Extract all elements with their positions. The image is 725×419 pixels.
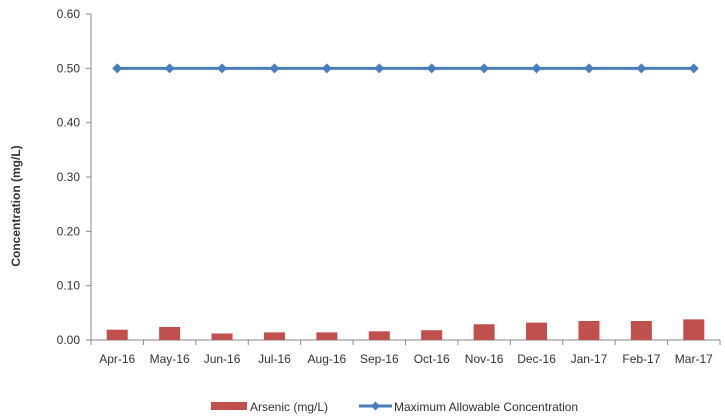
x-tick-label: Mar-17 xyxy=(675,352,713,366)
bar-arsenic xyxy=(421,330,443,340)
bar-arsenic xyxy=(683,319,705,340)
x-axis: Apr-16 May-16 Jun-16 Jul-16 Aug-16 Sep-16 Oct-… xyxy=(90,339,721,366)
bar-arsenic xyxy=(263,332,285,340)
bar-arsenic xyxy=(211,333,233,340)
line-point-mac xyxy=(269,63,280,74)
bar-arsenic xyxy=(159,326,181,340)
bar-arsenic xyxy=(630,320,652,340)
x-tick-label: Apr-16 xyxy=(99,352,135,366)
line-series xyxy=(112,63,699,74)
bar-arsenic xyxy=(106,329,128,340)
x-tick-label: Dec-16 xyxy=(517,352,556,366)
bar-arsenic xyxy=(578,320,600,340)
y-tick-label: 0.40 xyxy=(57,116,81,130)
legend-label-arsenic: Arsenic (mg/L) xyxy=(250,400,328,414)
bar-arsenic xyxy=(473,324,495,340)
line-point-mac xyxy=(688,63,699,74)
bar-series xyxy=(106,319,705,340)
y-tick-label: 0.00 xyxy=(57,333,81,347)
line-point-mac xyxy=(531,63,542,74)
line-point-mac xyxy=(164,63,175,74)
y-axis: 0.00 0.10 0.20 0.30 0.40 0.50 0.60 xyxy=(57,7,92,347)
x-tick-label: Jun-16 xyxy=(204,352,241,366)
line-point-mac xyxy=(479,63,490,74)
line-point-mac xyxy=(374,63,385,74)
line-point-mac xyxy=(636,63,647,74)
line-point-mac xyxy=(583,63,594,74)
y-tick-label: 0.30 xyxy=(57,170,81,184)
legend-label-mac: Maximum Allowable Concentration xyxy=(394,400,578,414)
y-tick-label: 0.60 xyxy=(57,7,81,21)
line-point-mac xyxy=(426,63,437,74)
x-tick-label: Sep-16 xyxy=(360,352,399,366)
x-tick-label: Jan-17 xyxy=(571,352,608,366)
legend-swatch-arsenic xyxy=(211,402,247,410)
bar-arsenic xyxy=(368,331,390,340)
legend-marker-mac xyxy=(371,401,380,411)
x-tick-label: Feb-17 xyxy=(622,352,660,366)
x-tick-label: May-16 xyxy=(150,352,190,366)
legend: Arsenic (mg/L) Maximum Allowable Concent… xyxy=(211,400,578,414)
line-point-mac xyxy=(217,63,228,74)
y-axis-label: Concentration (mg/L) xyxy=(9,145,23,266)
y-tick-label: 0.10 xyxy=(57,279,81,293)
x-tick-label: Aug-16 xyxy=(308,352,347,366)
y-tick-label: 0.20 xyxy=(57,224,81,238)
line-point-mac xyxy=(112,63,123,74)
bar-arsenic xyxy=(526,322,548,340)
x-tick-label: Nov-16 xyxy=(465,352,504,366)
line-point-mac xyxy=(321,63,332,74)
x-tick-label: Oct-16 xyxy=(414,352,450,366)
x-tick-label: Jul-16 xyxy=(258,352,291,366)
y-tick-label: 0.50 xyxy=(57,61,81,75)
bar-arsenic xyxy=(316,332,338,340)
